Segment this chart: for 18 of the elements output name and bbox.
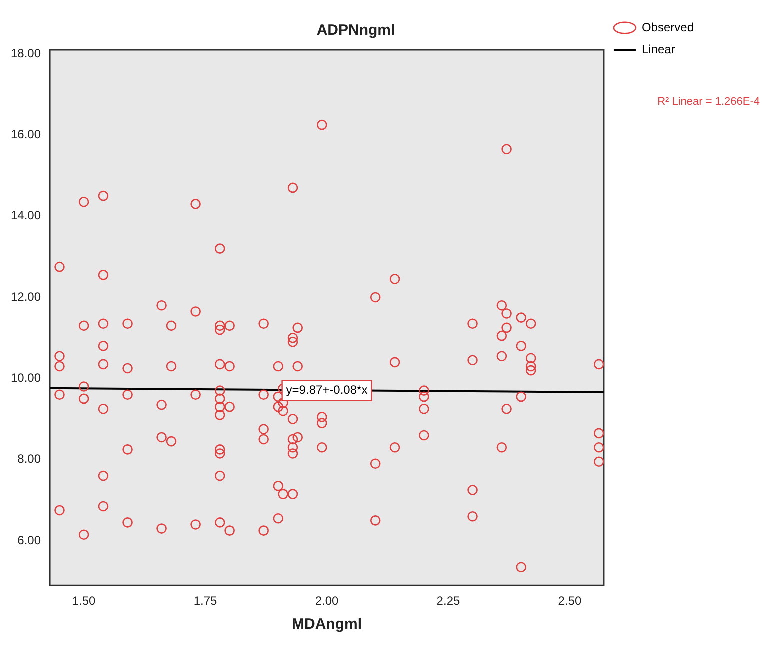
x-tick-label: 1.50 <box>72 594 96 608</box>
x-tick-label: 2.25 <box>436 594 460 608</box>
y-tick-label: 16.00 <box>11 128 42 142</box>
y-tick-label: 18.00 <box>11 46 42 60</box>
text: R² Linear = 1.266E-4 <box>658 96 760 108</box>
legend-label: Linear <box>642 42 676 56</box>
annotation: y=9.87+-0.08*x <box>286 383 368 398</box>
x-tick-label: 1.75 <box>194 594 218 608</box>
y-tick-label: 10.00 <box>11 370 42 385</box>
x-tick-label: 2.00 <box>315 594 340 608</box>
x-tick-label: 2.50 <box>558 594 582 608</box>
y-tick-label: 6.00 <box>18 533 42 548</box>
y-tick-label: 12.00 <box>11 290 42 304</box>
x-axis-title: MDAngml <box>292 616 362 634</box>
y-tick-label: 8.00 <box>18 452 42 466</box>
y-tick-label: 14.00 <box>11 208 42 223</box>
chart-title: ADPNngml <box>316 22 396 40</box>
legend-label: Observed <box>642 20 694 34</box>
